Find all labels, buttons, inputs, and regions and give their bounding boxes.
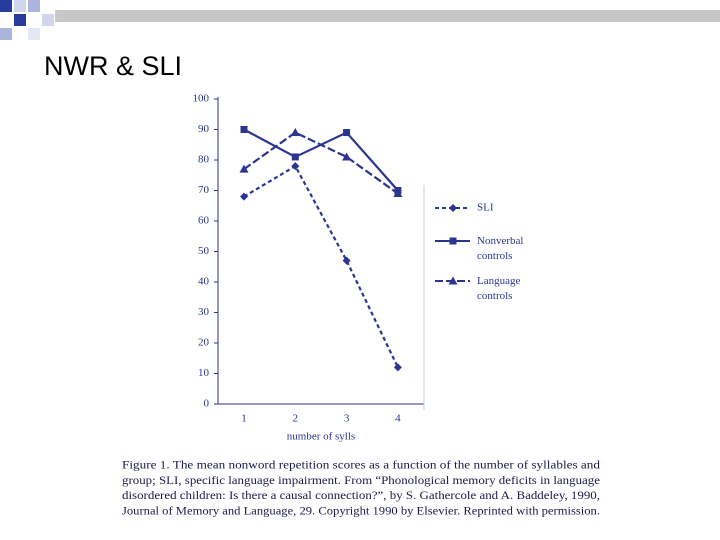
legend-marker	[449, 204, 457, 212]
legend-label: SLI	[477, 202, 494, 214]
legend-marker	[449, 237, 457, 245]
data-point	[393, 363, 402, 372]
y-tick-label: 80	[198, 154, 210, 166]
y-tick-label: 50	[198, 245, 210, 257]
y-tick-label: 90	[198, 123, 210, 135]
data-point	[291, 153, 299, 161]
legend-label: Nonverbal controls	[477, 235, 523, 262]
data-point	[290, 128, 300, 137]
data-point	[240, 192, 248, 201]
data-point	[393, 189, 403, 198]
x-tick-label: 3	[344, 413, 350, 425]
data-point	[343, 129, 351, 137]
x-tick-label: 2	[293, 413, 299, 425]
y-tick-label: 0	[204, 398, 210, 410]
y-tick-label: 40	[198, 276, 210, 288]
x-axis-label: number of sylls	[287, 431, 355, 443]
y-tick-label: 30	[198, 306, 210, 318]
y-tick-label: 70	[198, 184, 210, 196]
series-line	[243, 164, 399, 368]
decoration	[0, 0, 720, 40]
caption-line: group; SLI, specific language impairment…	[122, 475, 600, 487]
y-tick-label: 60	[198, 215, 210, 227]
y-tick-label: 10	[198, 367, 210, 379]
legend-marker	[448, 276, 458, 285]
data-point	[342, 152, 352, 161]
data-point	[342, 256, 351, 265]
x-tick-label: 4	[395, 413, 401, 425]
x-tick-label: 1	[241, 413, 247, 425]
slide-title: NWR & SLI	[44, 51, 182, 81]
data-point	[240, 126, 248, 133]
data-point	[291, 162, 300, 171]
caption-line: Journal of Memory and Language, 29. Copy…	[122, 506, 600, 518]
caption-line: disordered children: Is there a causal c…	[122, 490, 600, 502]
y-tick-label: 100	[193, 93, 210, 105]
data-point	[239, 164, 249, 173]
series-line	[243, 128, 399, 192]
y-tick-label: 20	[198, 337, 210, 349]
caption-line: Figure 1. The mean nonword repetition sc…	[122, 460, 600, 472]
series-line	[243, 131, 399, 195]
legend-label: Language controls	[477, 275, 520, 302]
